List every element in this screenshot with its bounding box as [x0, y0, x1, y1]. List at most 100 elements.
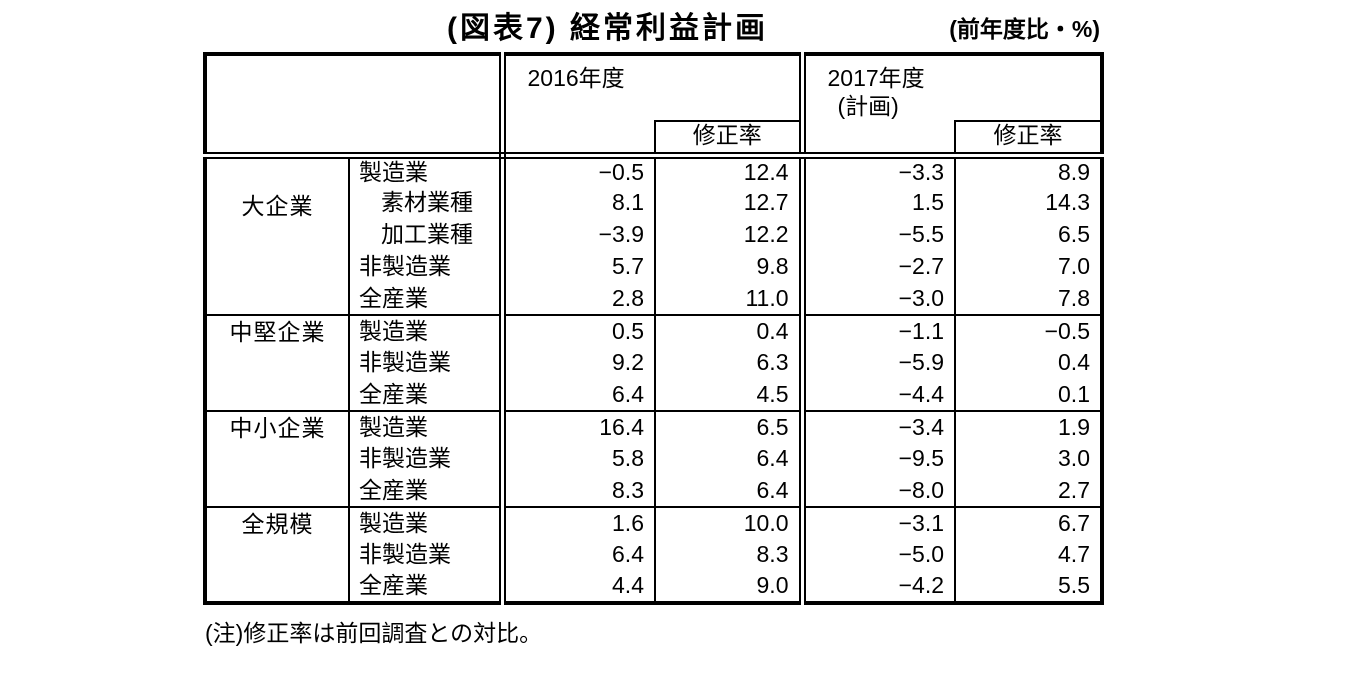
value-2017-cell: −8.0 — [798, 475, 955, 508]
value-2016-cell: −3.9 — [498, 219, 655, 252]
value-2017-cell: −5.9 — [798, 347, 955, 380]
value-2016-cell: 8.1 — [498, 187, 655, 220]
value-2016-cell: 9.2 — [498, 347, 655, 380]
group-label-cell: 全規模 — [205, 506, 350, 604]
revision-2016-cell: 4.5 — [654, 379, 802, 412]
value-2016-cell: 5.8 — [498, 443, 655, 476]
industry-cell: 全産業 — [359, 572, 428, 599]
industry-cell: 製造業 — [349, 314, 502, 348]
revision-2016-cell: 11.0 — [654, 283, 802, 316]
industry-cell: 素材業種 — [381, 189, 473, 216]
revision-2017-cell: −0.5 — [954, 314, 1102, 348]
revision-2017-cell: 5.5 — [954, 571, 1102, 604]
header-row-years: 2016年度 2017年度 (計画) — [205, 54, 1102, 159]
profit-plan-table: 2016年度 2017年度 (計画) 修正率 修正率 大企業 製造業 −0.5 12.… — [203, 52, 1104, 606]
value-2016-cell: 1.6 — [498, 506, 655, 540]
table-row: 全産業 6.4 4.5 −4.4 0.1 — [205, 379, 1102, 412]
table-row: 全産業 4.4 9.0 −4.2 5.5 — [205, 571, 1102, 604]
industry-cell: 全産業 — [359, 380, 428, 407]
revision-2016-cell: 9.0 — [654, 571, 802, 604]
table-row: 全産業 2.8 11.0 −3.0 7.8 — [205, 283, 1102, 316]
value-2017-cell: −9.5 — [798, 443, 955, 476]
industry-cell: 非製造業 — [359, 541, 451, 568]
value-2016-cell: 5.7 — [498, 251, 655, 284]
group-label-cell: 中小企業 — [205, 410, 350, 508]
value-2017-cell: 1.5 — [798, 187, 955, 220]
industry-cell: 非製造業 — [359, 349, 451, 376]
header-row-revision: 修正率 修正率 — [205, 120, 1102, 159]
industry-cell: 非製造業 — [359, 253, 451, 280]
revision-2016-cell: 6.3 — [654, 347, 802, 380]
header-2017-label: 2017年度 — [827, 65, 925, 91]
corner-cell — [205, 54, 506, 159]
table-row: 非製造業 6.4 8.3 −5.0 4.7 — [205, 539, 1102, 572]
value-2016-cell: 6.4 — [498, 379, 655, 412]
industry-cell: 全産業 — [359, 476, 428, 503]
revision-2017-cell: 4.7 — [954, 539, 1102, 572]
header-revision-2016: 修正率 — [654, 120, 802, 159]
revision-2017-cell: 3.0 — [954, 443, 1102, 476]
revision-2017-cell: 1.9 — [954, 410, 1102, 444]
value-2017-cell: −4.2 — [798, 571, 955, 604]
value-2016-cell: 4.4 — [498, 571, 655, 604]
revision-2016-cell: 10.0 — [654, 506, 802, 540]
revision-2016-cell: 12.4 — [654, 154, 802, 188]
table-row: 素材業種 8.1 12.7 1.5 14.3 — [205, 187, 1102, 220]
value-2016-cell: 0.5 — [498, 314, 655, 348]
revision-2016-cell: 6.5 — [654, 410, 802, 444]
table-row: 非製造業 9.2 6.3 −5.9 0.4 — [205, 347, 1102, 380]
revision-2017-cell: 8.9 — [954, 154, 1102, 188]
value-2017-cell: −5.5 — [798, 219, 955, 252]
value-2017-cell: −3.1 — [798, 506, 955, 540]
revision-2016-cell: 0.4 — [654, 314, 802, 348]
header-2016: 2016年度 — [498, 54, 802, 122]
figure-title: (図表7) 経常利益計画 — [447, 12, 768, 45]
value-2017-cell: −3.4 — [798, 410, 955, 444]
value-2016-cell: 16.4 — [498, 410, 655, 444]
header-2016-label: 2016年度 — [527, 65, 625, 91]
revision-2017-cell: 2.7 — [954, 475, 1102, 508]
revision-2017-cell: 7.8 — [954, 283, 1102, 316]
header-spacer-2016 — [502, 121, 655, 159]
group-label-cell: 中堅企業 — [205, 314, 350, 412]
revision-2017-cell: 14.3 — [954, 187, 1102, 220]
table-row: 全産業 8.3 6.4 −8.0 2.7 — [205, 475, 1102, 508]
revision-2017-cell: 0.1 — [954, 379, 1102, 412]
revision-2016-cell: 6.4 — [654, 475, 802, 508]
industry-cell: 製造業 — [349, 410, 502, 444]
value-2017-cell: −5.0 — [798, 539, 955, 572]
industry-cell: 全産業 — [359, 284, 428, 311]
revision-2017-cell: 7.0 — [954, 251, 1102, 284]
industry-cell: 製造業 — [349, 154, 502, 188]
table-row: 中堅企業 製造業 0.5 0.4 −1.1 −0.5 — [205, 314, 1102, 412]
revision-2016-cell: 6.4 — [654, 443, 802, 476]
footnote: (注)修正率は前回調査との対比。 — [205, 620, 543, 646]
table-row: 非製造業 5.8 6.4 −9.5 3.0 — [205, 443, 1102, 476]
industry-cell: 製造業 — [349, 506, 502, 540]
table-row: 中小企業 製造業 16.4 6.5 −3.4 1.9 — [205, 410, 1102, 508]
table-row: 非製造業 5.7 9.8 −2.7 7.0 — [205, 251, 1102, 284]
revision-2017-cell: 0.4 — [954, 347, 1102, 380]
table-row: 大企業 製造業 −0.5 12.4 −3.3 8.9 — [205, 154, 1102, 316]
table-row: 加工業種 −3.9 12.2 −5.5 6.5 — [205, 219, 1102, 252]
industry-cell: 非製造業 — [359, 445, 451, 472]
value-2017-cell: −3.3 — [798, 154, 955, 188]
header-revision-2017: 修正率 — [954, 120, 1102, 159]
value-2017-cell: −1.1 — [798, 314, 955, 348]
group-label-cell: 大企業 — [205, 154, 350, 316]
revision-2016-cell: 9.8 — [654, 251, 802, 284]
header-2017-plan-label: (計画) — [837, 92, 899, 119]
table-body: 大企業 製造業 −0.5 12.4 −3.3 8.9 素材業種 8.1 12.7 1.5 14.3 加… — [205, 154, 1102, 604]
value-2017-cell: −3.0 — [798, 283, 955, 316]
revision-2016-cell: 12.2 — [654, 219, 802, 252]
value-2016-cell: 6.4 — [498, 539, 655, 572]
industry-cell: 加工業種 — [381, 221, 473, 248]
revision-2017-cell: 6.5 — [954, 219, 1102, 252]
value-2016-cell: −0.5 — [498, 154, 655, 188]
header-2017: 2017年度 (計画) — [798, 54, 1102, 122]
value-2017-cell: −4.4 — [798, 379, 955, 412]
unit-label: (前年度比・%) — [949, 16, 1100, 42]
value-2016-cell: 8.3 — [498, 475, 655, 508]
header-spacer-2017 — [798, 121, 955, 159]
